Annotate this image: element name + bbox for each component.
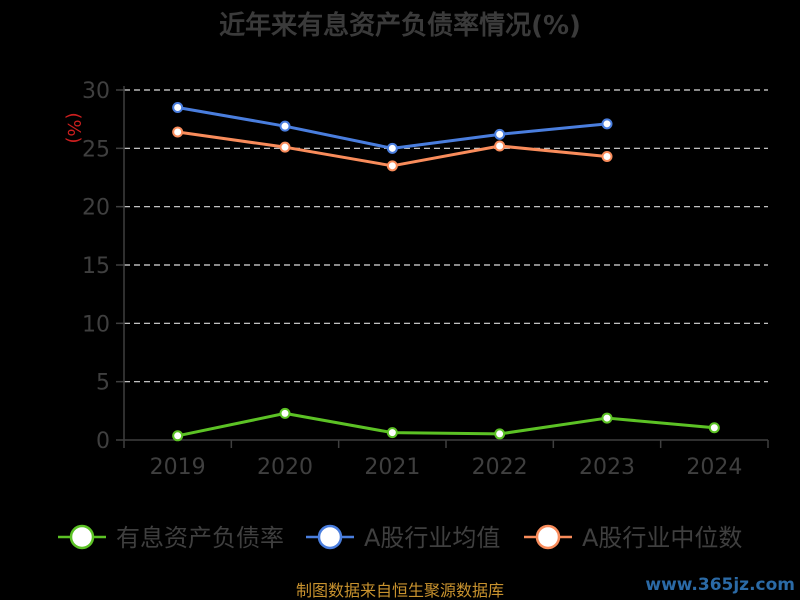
x-tick-label: 2019 xyxy=(150,455,206,480)
data-point xyxy=(494,428,506,440)
data-point xyxy=(494,140,506,152)
x-tick-label: 2021 xyxy=(364,455,420,480)
legend[interactable]: 有息资产负债率 A股行业均值 A股行业中位数 xyxy=(58,524,742,552)
legend-label: A股行业中位数 xyxy=(582,524,742,552)
data-point xyxy=(279,141,291,153)
legend-label: A股行业均值 xyxy=(364,524,500,552)
series-line xyxy=(177,411,715,438)
chart-title: 近年来有息资产负债率情况(%) xyxy=(219,10,581,41)
data-point xyxy=(601,151,613,162)
y-tick-labels: 0 5 10 15 20 25 30 xyxy=(82,79,110,454)
legend-marker xyxy=(317,524,343,550)
y-tick-label: 0 xyxy=(96,429,110,454)
gridlines xyxy=(116,89,768,441)
data-point xyxy=(386,160,398,172)
x-tick-label: 2020 xyxy=(257,455,313,480)
data-point xyxy=(708,422,720,434)
legend-item-1[interactable]: A股行业均值 xyxy=(306,524,500,552)
legend-marker xyxy=(535,524,561,550)
data-point xyxy=(601,118,613,130)
y-tick-label: 5 xyxy=(96,371,110,396)
series-1 xyxy=(172,102,613,154)
data-point xyxy=(386,142,398,154)
data-point xyxy=(172,430,184,442)
y-tick-label: 10 xyxy=(82,312,110,337)
data-point xyxy=(279,407,291,419)
y-tick-label: 20 xyxy=(82,196,110,221)
legend-item-0[interactable]: 有息资产负债率 xyxy=(58,524,284,552)
x-tick-label: 2023 xyxy=(579,455,635,480)
data-point xyxy=(601,412,613,424)
data-point xyxy=(279,120,291,132)
y-tick-label: 25 xyxy=(82,137,110,162)
y-tick-label: 30 xyxy=(82,79,110,104)
x-tick-labels: 2019 2020 2021 2022 2023 2024 xyxy=(150,455,743,480)
axes xyxy=(123,86,769,448)
x-tick-label: 2024 xyxy=(686,455,742,480)
data-source-note: 制图数据来自恒生聚源数据库 xyxy=(296,581,504,600)
series-0 xyxy=(172,407,720,442)
series-lines xyxy=(172,102,720,442)
legend-item-2[interactable]: A股行业中位数 xyxy=(524,524,742,552)
legend-label: 有息资产负债率 xyxy=(116,524,284,552)
y-tick-label: 15 xyxy=(82,254,110,279)
data-point xyxy=(172,126,184,138)
watermark: www.365jz.com xyxy=(645,575,795,595)
legend-marker xyxy=(69,524,95,550)
series-2 xyxy=(172,126,613,172)
data-point xyxy=(172,102,184,113)
y-axis-unit-label: (%) xyxy=(63,112,84,143)
data-point xyxy=(386,427,398,439)
x-tick-label: 2022 xyxy=(472,455,528,480)
data-point xyxy=(494,128,506,140)
